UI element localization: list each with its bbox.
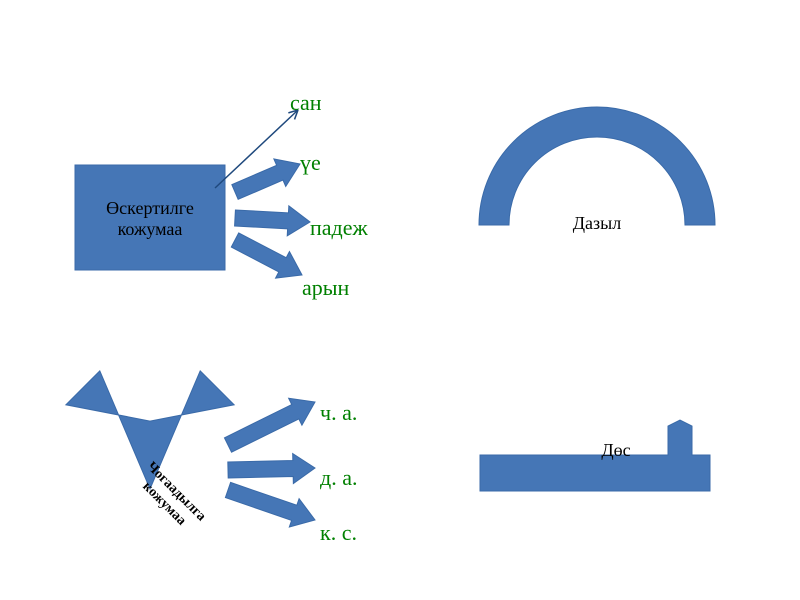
top-box-label: Өскертилгекожумаа [75,198,225,241]
svg-layer [0,0,800,600]
top-box-line2: кожумаа [118,219,183,239]
callout-label: Дөс [576,440,656,462]
top-label-ue: үе [300,150,321,176]
bottom-label-cha: ч. а. [320,400,357,426]
top-label-san: сан [290,90,322,116]
bottom-label-da: д. а. [320,465,357,491]
bottom-label-ks: к. с. [320,520,357,546]
top-box-line1: Өскертилге [106,198,194,218]
top-label-padezh: падеж [310,215,368,241]
arc-label: Дазыл [537,213,657,235]
diagram-stage: ӨскертилгекожумаасанүепадежарынДазылЧога… [0,0,800,600]
top-label-aryn: арын [302,275,349,301]
